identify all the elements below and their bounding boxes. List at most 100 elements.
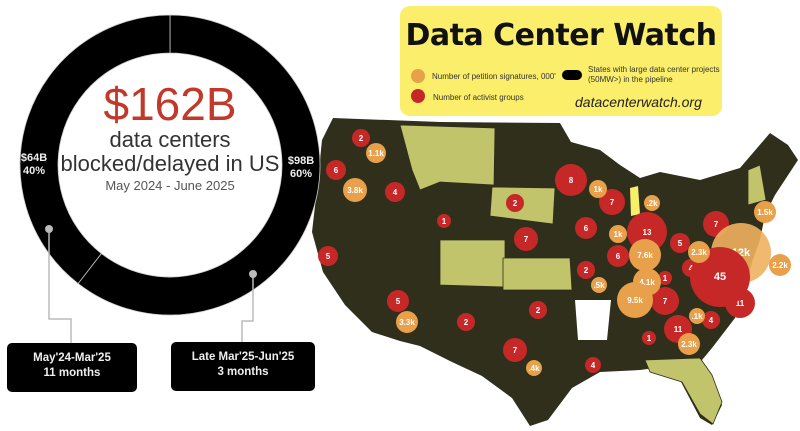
period-box-left: May'24-Mar'25 11 months [7,343,137,392]
petition-signatures-bubble [688,241,710,263]
activist-groups-bubble [670,233,690,253]
activist-groups-bubble [642,331,656,345]
bubble-label: 2 [536,306,541,315]
activist-groups-bubble [690,247,750,307]
total-value: $162B [103,78,237,130]
pipeline-label-line: (50MW>) in the pipeline [588,75,673,84]
activist-groups-bubble [702,311,720,329]
bubble-label: 7.6k [637,251,653,260]
groups-legend-swatch [411,89,425,103]
state-arkansas [575,300,611,340]
duration-label: 3 months [217,366,269,378]
bubble-label: 8 [569,176,574,185]
activist-groups-bubble [599,189,625,215]
bubble-label: .4k [528,364,540,373]
activist-groups-bubble [658,271,672,285]
bubble-label: 7 [524,235,529,244]
petition-signatures-bubble [343,178,367,202]
slice-percent: 60% [289,168,313,180]
slice-percent: 40% [22,165,46,177]
state-florida [644,357,723,425]
bubble-label: 4 [591,361,596,370]
activist-groups-bubble [575,217,597,239]
petition-signatures-bubble [769,254,791,276]
connector-dot-right [249,270,257,278]
bubble-label: 3.3k [399,318,415,327]
bubble-label: 6 [334,166,339,175]
state-highlight [630,186,640,216]
activist-groups-bubble [651,287,679,315]
activist-groups-bubble [437,214,451,228]
bubble-label: 1k [614,230,623,239]
petition-signatures-bubble [678,333,700,355]
activist-groups-bubble [506,194,524,212]
state-colorado [439,239,506,288]
activist-groups-bubble [555,164,587,196]
bubble-label: 2.3k [691,248,707,257]
activist-groups-bubble [577,261,595,279]
bubble-label: 2.3k [681,340,697,349]
bubble-label: 1.5k [757,208,773,217]
petition-signatures-bubble [644,195,660,211]
state-new-hampshire-vermont [747,164,767,206]
slice-label-right: $98B 60% [281,155,321,181]
bubble-label: 1 [663,274,668,283]
period-label: May'24-Mar'25 [33,352,111,364]
bubble-label: 5 [678,239,683,248]
pipeline-legend-label: States with large data center projects (… [588,65,720,85]
period-box-right: Late Mar'25-Jun'25 3 months [171,342,315,391]
bubble-label: 6 [584,224,589,233]
activist-groups-bubble [326,160,346,180]
activist-groups-bubble [529,301,547,319]
bubble-label: .2k [646,199,658,208]
signatures-legend-label: Number of petition signatures, 000' [432,72,556,81]
slice-value: $64B [20,152,48,164]
activist-groups-bubble [514,227,538,251]
petition-signatures-bubble [366,143,386,163]
slice-value: $98B [287,155,315,167]
bubble-label: .1k [691,312,703,321]
activist-groups-bubble [457,313,475,331]
bubble-label: 9.5k [627,296,643,305]
bubble-label: .5k [593,281,605,290]
state-kansas [502,257,573,291]
brand-title: Data Center Watch [405,18,717,53]
legend-panel: Data Center Watch Number of petition sig… [400,6,722,116]
bubble-label: 1.1k [368,149,384,158]
bubble-label: 11 [674,325,683,334]
pipeline-label-line: States with large data center projects [588,65,720,74]
bubble-label: 11 [736,299,745,308]
slice-label-left: $64B 40% [14,152,54,178]
bubble-label: 4 [709,316,714,325]
signatures-legend-swatch [411,69,425,83]
petition-signatures-bubble [689,308,705,324]
petition-signatures-bubble [617,282,653,318]
bubble-label: 2 [359,134,364,143]
activist-groups-bubble [503,338,527,362]
bubble-label: 6 [616,252,621,261]
donut-center: $162B data centers blocked/delayed in US… [58,80,282,193]
bubble-label: 4 [393,188,398,197]
activist-groups-bubble [318,246,338,266]
petition-signatures-bubble [629,239,661,271]
donut-slice-0 [77,14,321,316]
bubble-label: 45 [714,271,726,283]
petition-signatures-bubble [754,201,776,223]
activist-groups-bubble [387,290,409,312]
activist-groups-bubble [585,357,601,373]
bubble-label: 1 [647,334,652,343]
bubble-label: 7 [513,346,518,355]
state-montana [399,124,496,191]
website-link[interactable]: datacenterwatch.org [575,94,702,110]
total-description: data centers blocked/delayed in US [60,127,280,176]
groups-legend-label: Number of activist groups [433,93,524,102]
bubble-label: 3.8k [347,186,363,195]
petition-signatures-bubble [591,277,607,293]
connector-line-right [241,274,254,342]
activist-groups-bubble [385,182,405,202]
bubble-label: 13 [643,228,652,237]
bubble-label: 1k [594,185,603,194]
connector-line-left [48,229,72,343]
bubble-label: 2 [513,199,518,208]
